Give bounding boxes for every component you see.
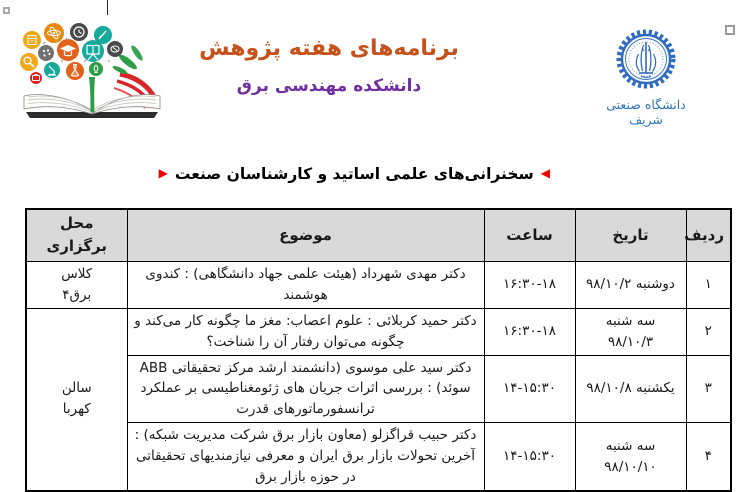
university-name: دانشگاه صنعتی شریف xyxy=(606,97,686,127)
section-heading: ◀ سخنرانی‌های علمی اساتید و کارشناسان صن… xyxy=(159,165,550,183)
event-venue: کلاس برق۴ xyxy=(25,260,128,309)
table-row: ۴ سه شنبه ۹۸/۱۰/۱۰ ۱۴-۱۵:۳۰ دکتر حبیب قر… xyxy=(26,422,732,492)
university-block: دانشگاه صنعتی شریف xyxy=(592,28,700,127)
page-title: برنامه‌های هفته پژوهش xyxy=(199,36,459,61)
event-time: ۱۶:۳۰-۱۸ xyxy=(483,260,576,309)
anchor-line xyxy=(107,0,108,15)
event-date: سه شنبه ۹۸/۱۰/۳ xyxy=(574,307,687,356)
row-number: ۲ xyxy=(685,307,732,356)
title-block: برنامه‌های هفته پژوهش دانشکده مهندسی برق xyxy=(168,36,490,96)
table-row: ۲ سه شنبه ۹۸/۱۰/۳ ۱۶:۳۰-۱۸ دکتر حمید کرب… xyxy=(25,307,732,492)
event-venue-merged: سالن کهربا xyxy=(25,307,128,492)
placeholder-square-icon xyxy=(725,25,735,35)
event-time: ۱۶:۳۰-۱۸ xyxy=(483,307,576,356)
event-date: یکشنبه ۹۸/۱۰/۸ xyxy=(574,354,687,424)
column-header-venue: محل برگزاری xyxy=(25,208,128,262)
red-triangle-left-icon: ◀ xyxy=(540,166,550,180)
column-header-time: ساعت xyxy=(483,208,576,262)
row-number: ۱ xyxy=(685,260,732,309)
event-topic: دکتر حمید کربلائی : علوم اعصاب: مغز ما چ… xyxy=(126,307,485,356)
red-triangle-right-icon: ▶ xyxy=(158,166,168,180)
row-number: ۴ xyxy=(685,422,732,492)
event-time: ۱۴-۱۵:۳۰ xyxy=(483,422,576,492)
event-time: ۱۴-۱۵:۳۰ xyxy=(483,354,576,424)
column-header-topic: موضوع xyxy=(126,208,485,262)
page-subtitle: دانشکده مهندسی برق xyxy=(236,76,422,96)
table-row: ۳ یکشنبه ۹۸/۱۰/۸ ۱۴-۱۵:۳۰ دکتر سید علی م… xyxy=(26,354,732,424)
table-header-row: ردیف تاریخ ساعت موضوع محل برگزاری xyxy=(25,208,732,262)
section-title: سخنرانی‌های علمی اساتید و کارشناسان صنعت xyxy=(174,165,534,183)
event-date: دوشنبه ۹۸/۱۰/۲ xyxy=(574,260,687,309)
document-page: برنامه‌های هفته پژوهش دانشکده مهندسی برق… xyxy=(3,0,735,492)
research-week-book-logo-icon xyxy=(20,23,161,118)
column-header-row-number: ردیف xyxy=(684,208,732,262)
placeholder-square-icon xyxy=(3,7,10,14)
event-topic: دکتر سید علی موسوی (دانشمند ارشد مرکز تح… xyxy=(126,354,485,424)
event-date: سه شنبه ۹۸/۱۰/۱۰ xyxy=(574,422,687,492)
row-number: ۳ xyxy=(685,354,732,424)
event-topic: دکتر حبیب قراگزلو (معاون بازار برق شرکت … xyxy=(126,422,485,492)
schedule-table: ردیف تاریخ ساعت موضوع محل برگزاری ۱ دوشن… xyxy=(25,208,732,492)
event-topic: دکتر مهدی شهرداد (هیئت علمی جهاد دانشگاه… xyxy=(126,260,485,309)
table-row: ۱ دوشنبه ۹۸/۱۰/۲ ۱۶:۳۰-۱۸ دکتر مهدی شهرد… xyxy=(25,260,732,309)
column-header-date: تاریخ xyxy=(574,208,687,262)
sharif-university-emblem-icon xyxy=(616,29,676,89)
